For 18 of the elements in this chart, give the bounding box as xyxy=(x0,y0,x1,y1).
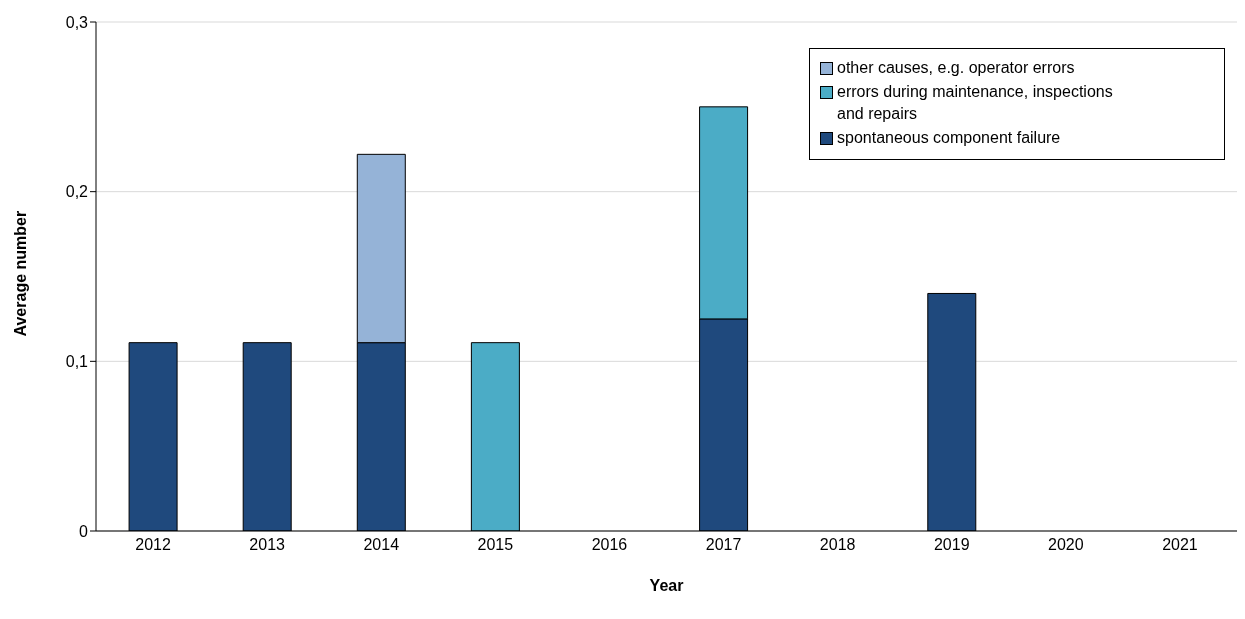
x-tick-label: 2013 xyxy=(249,536,286,554)
x-tick-label: 2018 xyxy=(819,536,856,554)
x-tick-label: 2012 xyxy=(135,536,171,554)
x-axis-title: Year xyxy=(649,577,684,594)
x-tick-label: 2017 xyxy=(705,536,742,554)
legend-label: spontaneous component failure xyxy=(837,128,1062,148)
x-tick-label: 2020 xyxy=(1048,536,1084,554)
x-tick-label: 2019 xyxy=(933,536,970,554)
x-tick-label: 2014 xyxy=(363,536,400,554)
y-axis-title: Average number xyxy=(11,210,29,337)
y-tick-label: 0,2 xyxy=(65,183,89,201)
x-tick-label: 2015 xyxy=(477,536,514,554)
y-tick-label: 0,1 xyxy=(65,353,89,371)
y-tick-label: 0 xyxy=(79,522,89,540)
legend-label: other causes, e.g. operator errors xyxy=(837,58,1076,78)
x-tick-label: 2016 xyxy=(591,536,628,554)
x-tick-label: 2021 xyxy=(1162,536,1198,554)
y-tick-label: 0,3 xyxy=(65,13,89,31)
